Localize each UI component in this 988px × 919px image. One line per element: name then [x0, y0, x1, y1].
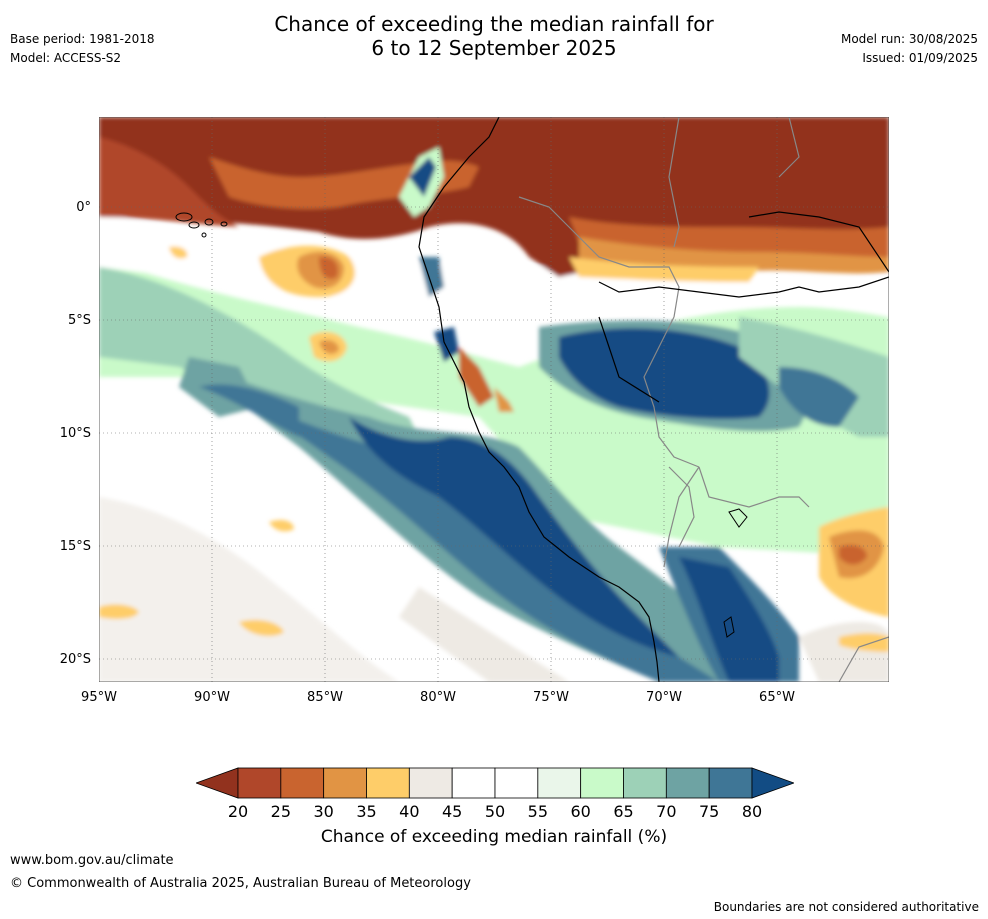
colorbar-tick-label: 70 — [656, 802, 677, 821]
lat-label-0: 0° — [76, 200, 91, 215]
map-title: Chance of exceeding the median rainfall … — [0, 12, 988, 60]
colorbar — [196, 767, 794, 799]
title-line-2: 6 to 12 September 2025 — [371, 36, 617, 60]
colorbar-segment-55-60 — [537, 767, 582, 799]
colorbar-tick-label: 75 — [698, 802, 720, 821]
lon-label-80w: 80°W — [420, 690, 456, 705]
galapagos-islands — [175, 212, 228, 238]
lat-label-20s: 20°S — [59, 652, 91, 667]
probability-field — [99, 117, 889, 682]
colorbar-tick-label: 40 — [399, 802, 420, 821]
lon-label-90w: 90°W — [194, 690, 230, 705]
colorbar-segment-40-45 — [408, 767, 453, 799]
lon-label-70w: 70°W — [646, 690, 682, 705]
colorbar-segment-60-65 — [580, 767, 624, 799]
colorbar-segment-35-40 — [366, 767, 410, 799]
colorbar-segment-70-75 — [665, 767, 710, 799]
colorbar-segment-20-25 — [237, 767, 282, 799]
colorbar-arrow-low — [196, 767, 239, 799]
colorbar-tick-label: 55 — [527, 802, 549, 821]
title-line-1: Chance of exceeding the median rainfall … — [274, 12, 714, 36]
lat-label-10s: 10°S — [59, 426, 91, 441]
colorbar-tick-label: 45 — [441, 802, 463, 821]
colorbar-segment-45-50 — [451, 767, 496, 799]
lat-label-15s: 15°S — [59, 539, 91, 554]
coastline — [418, 117, 889, 682]
lon-label-65w: 65°W — [759, 690, 795, 705]
lat-label-5s: 5°S — [67, 313, 91, 328]
issued-text: Issued: 01/09/2025 — [862, 51, 978, 65]
colorbar-arrow-high — [751, 767, 794, 799]
colorbar-segment-30-35 — [323, 767, 367, 799]
website-link[interactable]: www.bom.gov.au/climate — [10, 853, 174, 868]
colorbar-segment-25-30 — [280, 767, 325, 799]
colorbar-segment-75-80 — [708, 767, 753, 799]
rainfall-probability-map — [99, 117, 889, 682]
disclaimer-text: Boundaries are not considered authoritat… — [713, 900, 979, 914]
lon-label-75w: 75°W — [533, 690, 569, 705]
colorbar-segment-50-55 — [494, 767, 539, 799]
lon-label-95w: 95°W — [81, 690, 117, 705]
base-period-text: Base period: 1981-2018 — [10, 32, 155, 46]
meta-right: Model run: 30/08/2025 Issued: 01/09/2025 — [841, 32, 978, 70]
lake-titicaca — [723, 508, 748, 638]
national-boundaries — [518, 117, 889, 682]
model-run-text: Model run: 30/08/2025 — [840, 32, 978, 46]
model-text: Model: ACCESS-S2 — [10, 51, 122, 65]
colorbar-tick-label: 25 — [270, 802, 292, 821]
colorbar-title: Chance of exceeding median rainfall (%) — [320, 827, 668, 847]
lon-label-85w: 85°W — [307, 690, 343, 705]
colorbar-tick-label: 65 — [613, 802, 634, 821]
copyright-text: © Commonwealth of Australia 2025, Austra… — [10, 876, 471, 891]
colorbar-tick-label: 60 — [570, 802, 591, 821]
colorbar-tick-label: 35 — [356, 802, 377, 821]
colorbar-segment-65-70 — [623, 767, 667, 799]
colorbar-tick-label: 80 — [741, 802, 763, 821]
colorbar-tick-label: 20 — [227, 802, 249, 821]
colorbar-tick-label: 50 — [484, 802, 506, 821]
colorbar-tick-label: 30 — [313, 802, 334, 821]
colorbar-segments — [196, 767, 794, 799]
meta-left: Base period: 1981-2018 Model: ACCESS-S2 — [10, 32, 155, 70]
